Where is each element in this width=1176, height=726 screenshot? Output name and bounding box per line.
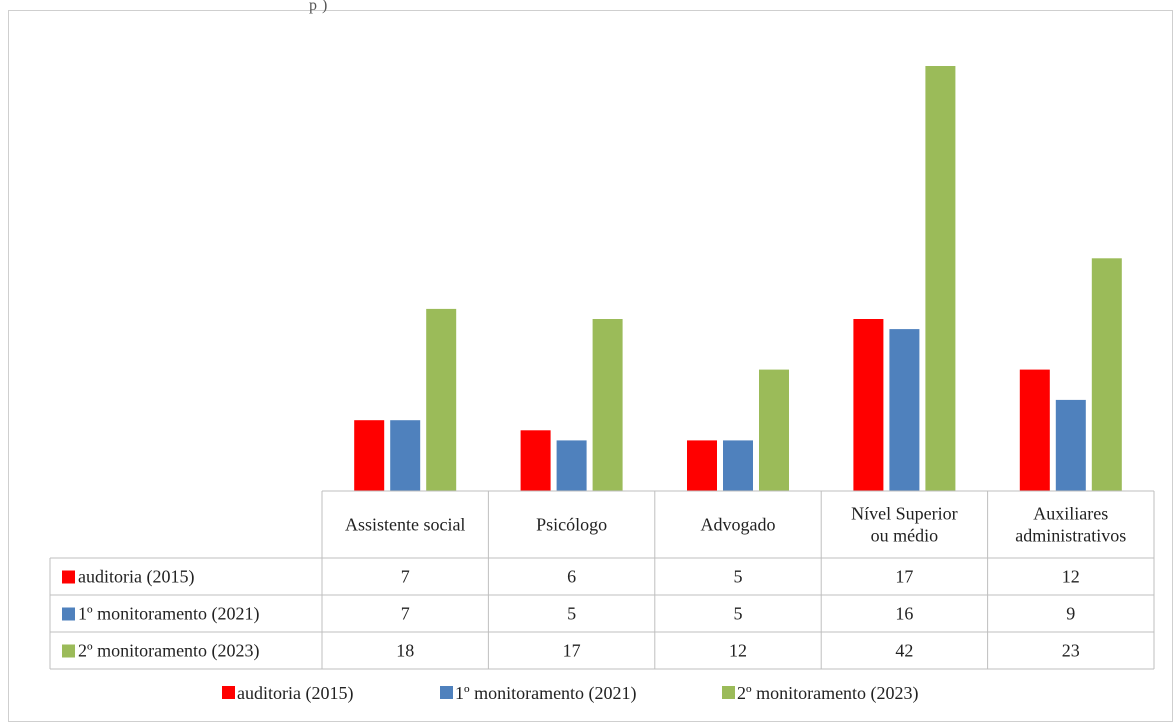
- bar: [592, 319, 623, 491]
- data-label: 7: [401, 604, 410, 624]
- bar: [390, 420, 421, 491]
- data-label: 16: [895, 604, 913, 624]
- tick-label: Nível Superior: [851, 504, 957, 524]
- legend-label: 2º monitoramento (2023): [737, 683, 919, 704]
- data-label: 23: [1062, 641, 1080, 661]
- bar: [520, 430, 551, 491]
- data-label: 42: [895, 641, 913, 661]
- data-label: 5: [734, 604, 743, 624]
- data-label: 5: [734, 567, 743, 587]
- series-row-label: 2º monitoramento (2023): [78, 641, 260, 662]
- legend-key-swatch: [62, 607, 75, 621]
- series-row-label: 1º monitoramento (2021): [78, 604, 260, 625]
- data-label: 12: [729, 641, 747, 661]
- legend: auditoria (2015) 1º monitoramento (2021) 2…: [222, 683, 919, 704]
- bar: [1055, 399, 1086, 491]
- legend-label: 1º monitoramento (2021): [455, 683, 637, 704]
- bar: [354, 420, 385, 491]
- bar: [759, 369, 789, 491]
- bar: [556, 440, 587, 491]
- data-label: 18: [396, 641, 414, 661]
- cropped-caption-fragment: p ): [309, 0, 328, 14]
- data-label: 6: [567, 567, 576, 587]
- bar: [853, 319, 884, 491]
- data-label: 12: [1062, 567, 1080, 587]
- tick-label: Advogado: [701, 515, 776, 535]
- bar: [426, 308, 457, 491]
- legend-label: auditoria (2015): [237, 683, 353, 704]
- legend-swatch: [440, 686, 453, 699]
- data-table: Assistente social Psicólogo Advogado Nível …: [49, 490, 1155, 670]
- tick-label: Assistente social: [345, 515, 465, 535]
- bar: [687, 440, 717, 491]
- bar: [1019, 369, 1050, 491]
- bar: [889, 329, 920, 491]
- tick-label: Auxiliares: [1033, 504, 1108, 524]
- bar: [723, 440, 753, 491]
- bars-layer: [354, 66, 1122, 491]
- legend-key-swatch: [62, 644, 75, 658]
- tick-label: ou médio: [871, 526, 939, 546]
- bar: [925, 66, 956, 491]
- tick-label: Psicólogo: [536, 515, 607, 535]
- bar: [1091, 258, 1122, 491]
- data-label: 5: [567, 604, 576, 624]
- data-label: 17: [895, 567, 913, 587]
- chart-frame: p ): [8, 0, 1173, 722]
- legend-swatch: [222, 686, 235, 699]
- tick-label: administrativos: [1015, 526, 1126, 546]
- legend-key-swatch: [62, 570, 75, 584]
- series-row-label: auditoria (2015): [78, 567, 194, 588]
- data-label: 7: [401, 567, 410, 587]
- data-label: 17: [563, 641, 581, 661]
- data-label: 9: [1066, 604, 1075, 624]
- legend-swatch: [722, 686, 735, 699]
